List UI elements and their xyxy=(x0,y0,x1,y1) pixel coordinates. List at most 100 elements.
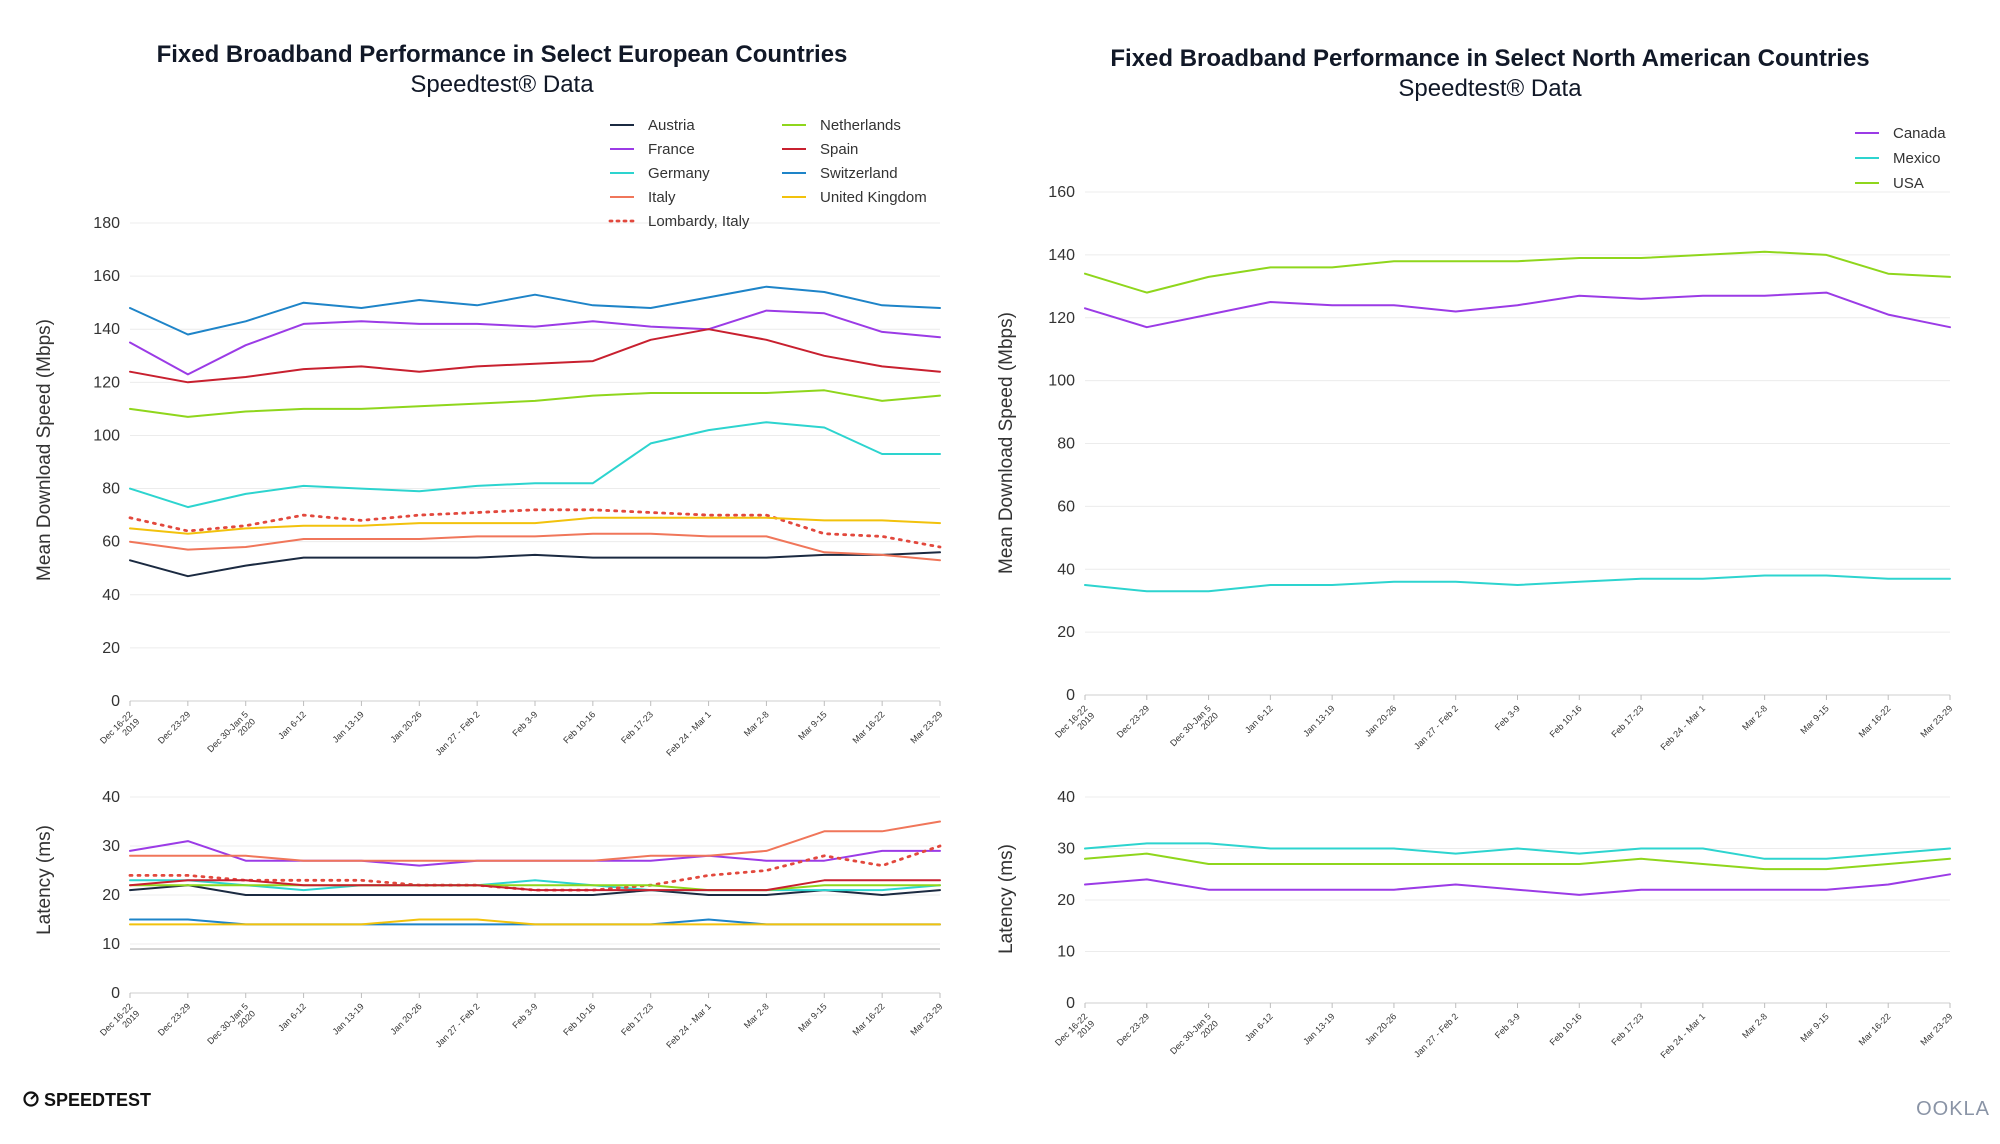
legend-label: France xyxy=(648,141,695,158)
x-tick-label: Feb 24 - Mar 1 xyxy=(1658,1011,1707,1060)
legend-label: Germany xyxy=(648,165,710,182)
legend-label: Italy xyxy=(648,189,676,206)
x-tick-label: Feb 10-16 xyxy=(561,709,597,745)
x-tick-line: Feb 3-9 xyxy=(1493,703,1522,732)
x-tick-line: Mar 2-8 xyxy=(1740,703,1769,732)
x-tick-line: Jan 27 - Feb 2 xyxy=(433,709,481,757)
x-tick-label: Jan 13-19 xyxy=(1301,703,1336,738)
x-tick-line: Mar 16-22 xyxy=(1857,703,1893,739)
x-tick-line: Jan 20-26 xyxy=(388,709,423,744)
x-tick-label: Dec 16-222019 xyxy=(98,1001,142,1045)
x-tick-label: Jan 27 - Feb 2 xyxy=(1412,1011,1460,1059)
x-tick-label: Jan 20-26 xyxy=(1363,703,1398,738)
x-tick-line: Feb 17-23 xyxy=(1609,1011,1645,1047)
series-line-netherlands xyxy=(129,389,941,418)
y-tick-label: 60 xyxy=(102,534,120,551)
x-tick-label: Dec 30-Jan 52020 xyxy=(1168,703,1220,755)
y-tick-label: 40 xyxy=(102,789,120,806)
x-tick-label: Jan 20-26 xyxy=(388,1001,423,1036)
y-tick-label: 0 xyxy=(1066,687,1075,704)
x-tick-line: Feb 10-16 xyxy=(561,709,597,745)
series-line-canada xyxy=(1084,873,1951,896)
y-tick-label: 100 xyxy=(1048,373,1075,390)
x-tick-line: Mar 9-15 xyxy=(1798,1011,1831,1044)
x-tick-line: Mar 23-29 xyxy=(908,1001,944,1037)
x-tick-label: Feb 3-9 xyxy=(1493,1011,1522,1040)
x-tick-label: Feb 10-16 xyxy=(1548,703,1584,739)
x-tick-label: Mar 2-8 xyxy=(742,709,771,738)
x-tick-label: Jan 6-12 xyxy=(276,1001,308,1033)
x-tick-label: Mar 2-8 xyxy=(742,1001,771,1030)
x-tick-label: Jan 27 - Feb 2 xyxy=(1412,703,1460,751)
y-tick-label: 120 xyxy=(1048,310,1075,327)
x-tick-label: Mar 16-22 xyxy=(1857,1011,1893,1047)
x-tick-label: Dec 16-222019 xyxy=(1053,703,1097,747)
x-tick-label: Dec 16-222019 xyxy=(98,709,142,753)
y-tick-label: 0 xyxy=(111,985,120,1002)
x-tick-label: Dec 23-29 xyxy=(156,1001,192,1037)
y-axis-label: Latency (ms) xyxy=(996,844,1017,954)
x-tick-line: Mar 16-22 xyxy=(1857,1011,1893,1047)
y-tick-label: 10 xyxy=(102,936,120,953)
europe-download-legend: Austria France Germany Italy Lombardy, Italy… xyxy=(608,117,927,230)
x-tick-label: Dec 23-29 xyxy=(156,709,192,745)
x-tick-label: Feb 10-16 xyxy=(1548,1011,1584,1047)
speedtest-logo: SPEEDTEST xyxy=(23,1090,151,1110)
x-tick-label: Dec 23-29 xyxy=(1115,1011,1151,1047)
series-line-united-kingdom xyxy=(129,918,941,926)
series-line-austria xyxy=(129,551,941,578)
x-tick-label: Feb 17-23 xyxy=(619,1001,655,1037)
y-tick-label: 0 xyxy=(1066,995,1075,1012)
x-tick-line: Mar 9-15 xyxy=(796,1001,829,1034)
na-download-plot: 0 20 40 60 80 100 120 140 160 Mean Download Speed… xyxy=(996,184,1954,755)
x-tick-label: Feb 3-9 xyxy=(1493,703,1522,732)
x-tick-label: Mar 9-15 xyxy=(1798,703,1831,736)
x-tick-label: Feb 24 - Mar 1 xyxy=(664,709,713,758)
x-tick-line: Feb 3-9 xyxy=(510,709,539,738)
na-latency-plot: 0 10 20 30 40 Latency (ms) Dec 16-222019 Dec 23… xyxy=(996,789,1954,1060)
y-tick-label: 20 xyxy=(102,887,120,904)
x-tick-line: Feb 10-16 xyxy=(561,1001,597,1037)
x-tick-label: Jan 27 - Feb 2 xyxy=(433,1001,481,1049)
x-tick-line: Jan 27 - Feb 2 xyxy=(1412,703,1460,751)
series-line-germany xyxy=(129,421,941,509)
x-tick-label: Feb 17-23 xyxy=(619,709,655,745)
na-chart-subtitle: Speedtest® Data xyxy=(1398,75,1582,102)
legend-label: Canada xyxy=(1893,125,1946,142)
series-line-france xyxy=(129,840,941,867)
series-line-spain xyxy=(129,328,941,384)
y-tick-label: 80 xyxy=(102,481,120,498)
speedtest-wordmark: SPEEDTEST xyxy=(44,1090,151,1110)
y-tick-label: 40 xyxy=(1057,789,1075,806)
y-tick-label: 30 xyxy=(1057,841,1075,858)
x-tick-label: Feb 24 - Mar 1 xyxy=(1658,703,1707,752)
y-tick-label: 20 xyxy=(1057,892,1075,909)
x-tick-line: Jan 27 - Feb 2 xyxy=(1412,1011,1460,1059)
y-tick-label: 140 xyxy=(93,321,120,338)
series-line-france xyxy=(129,309,941,376)
speedtest-gauge-icon xyxy=(23,1091,39,1107)
y-tick-label: 160 xyxy=(1048,184,1075,201)
x-tick-label: Mar 23-29 xyxy=(1918,703,1954,739)
legend-label: Austria xyxy=(648,117,695,134)
x-tick-line: Jan 13-19 xyxy=(330,1001,365,1036)
y-tick-label: 60 xyxy=(1057,498,1075,515)
x-tick-label: Jan 20-26 xyxy=(1363,1011,1398,1046)
series-line-united-kingdom xyxy=(129,516,941,535)
x-tick-line: Dec 23-29 xyxy=(156,1001,192,1037)
x-tick-label: Feb 17-23 xyxy=(1609,703,1645,739)
x-tick-label: Feb 17-23 xyxy=(1609,1011,1645,1047)
x-tick-label: Jan 13-19 xyxy=(1301,1011,1336,1046)
y-axis-label: Latency (ms) xyxy=(34,825,55,935)
series-line-mexico xyxy=(1084,574,1951,593)
x-tick-label: Jan 13-19 xyxy=(330,709,365,744)
x-tick-label: Mar 16-22 xyxy=(1857,703,1893,739)
legend-label: Switzerland xyxy=(820,165,898,182)
x-tick-line: Jan 6-12 xyxy=(276,1001,308,1033)
x-tick-line: Jan 13-19 xyxy=(1301,703,1336,738)
x-tick-label: Mar 16-22 xyxy=(850,1001,886,1037)
europe-chart-title: Fixed Broadband Performance in Select Eu… xyxy=(157,41,848,68)
series-line-italy xyxy=(129,532,941,562)
series-line-austria xyxy=(129,884,941,896)
